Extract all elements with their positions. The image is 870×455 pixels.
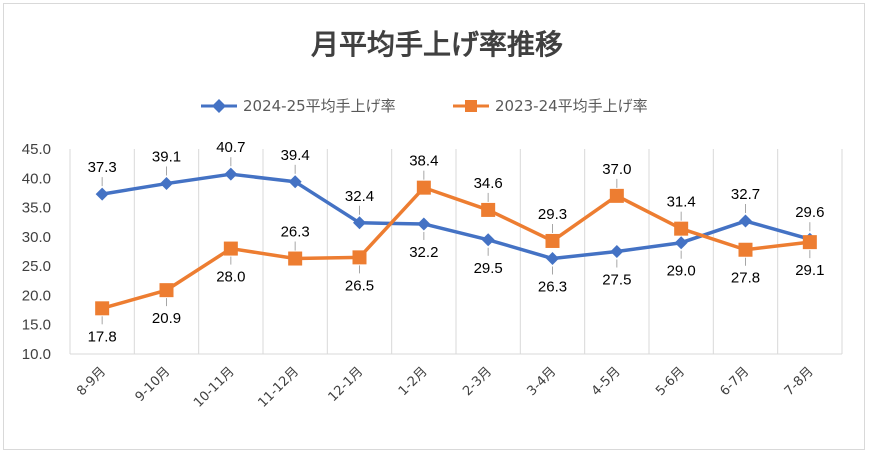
point-2024-25-3	[224, 167, 238, 181]
data-label-2023-24-3: 28.0	[216, 269, 245, 286]
gridlines	[69, 149, 843, 355]
y-tick-label-15_0: 15.0	[22, 317, 51, 334]
data-label-2024-25-3: 40.7	[216, 139, 245, 156]
point-2023-24-5	[352, 250, 367, 265]
data-label-2024-25-2: 39.1	[152, 149, 181, 166]
data-label-2023-24-4: 26.3	[281, 224, 310, 241]
data-label-2023-24-12: 29.1	[795, 262, 824, 279]
y-tick-label-40_0: 40.0	[22, 170, 51, 187]
series-markers	[95, 167, 817, 316]
data-label-2023-24-9: 37.0	[602, 161, 631, 178]
data-label-2023-24-10: 31.4	[667, 194, 696, 211]
y-tick-label-45_0: 45.0	[22, 141, 51, 158]
data-label-2024-25-12: 29.6	[795, 204, 824, 221]
legend-marker-2024-25	[212, 99, 226, 113]
point-2023-24-12	[802, 235, 817, 250]
data-label-2024-25-9: 27.5	[602, 272, 631, 289]
point-2024-25-4	[288, 175, 302, 189]
legend: 2024-25平均手上げ率 2023-24平均手上げ率	[201, 97, 648, 115]
point-2023-24-4	[288, 251, 303, 266]
y-tick-label-10_0: 10.0	[22, 346, 51, 363]
data-label-2024-25-5: 32.4	[345, 188, 374, 205]
legend-label-2023-24: 2023-24平均手上げ率	[495, 97, 648, 115]
point-2024-25-9	[610, 245, 624, 258]
data-label-2024-25-4: 39.4	[281, 147, 310, 164]
point-2023-24-10	[674, 221, 689, 236]
leader-lines	[101, 157, 811, 325]
data-label-2023-24-6: 38.4	[409, 153, 438, 170]
point-2024-25-11	[739, 214, 752, 228]
point-2023-24-3	[223, 241, 238, 256]
point-2024-25-2	[160, 177, 173, 191]
x-tick-label-2-3: 2-3月	[460, 364, 495, 399]
point-2023-24-11	[738, 242, 753, 257]
point-2024-25-8	[546, 252, 559, 266]
point-2023-24-1	[95, 301, 110, 316]
legend-label-2024-25: 2024-25平均手上げ率	[243, 97, 396, 115]
y-tick-label-25_0: 25.0	[22, 258, 51, 275]
data-label-2023-24-7: 34.6	[474, 175, 503, 192]
x-tick-label-7-8: 7-8月	[782, 364, 817, 399]
series-lines	[101, 172, 811, 310]
legend-marker-2023-24	[465, 100, 477, 112]
data-label-2023-24-8: 29.3	[538, 206, 567, 223]
data-label-2024-25-6: 32.2	[409, 244, 438, 261]
data-label-2024-25-10: 29.0	[667, 263, 696, 280]
data-label-2024-25-11: 32.7	[731, 186, 760, 203]
data-label-2023-24-2: 20.9	[152, 310, 181, 327]
data-label-2023-24-1: 17.8	[88, 328, 117, 345]
series-line-2024-25	[101, 172, 811, 261]
x-tick-label-9-10: 9-10月	[133, 364, 174, 405]
x-tick-label-6-7: 6-7月	[718, 364, 753, 399]
data-labels: 37.3 39.1 40.7 39.4 32.4 32.2 29.5 26.3 27.5 29.0…	[88, 139, 825, 345]
point-2023-24-9	[609, 188, 624, 203]
point-2024-25-7	[481, 233, 495, 247]
x-axis: 8-9月 9-10月 10-11月 11-12月 12-1月 1-2月 2-3月 3-4月 4-…	[74, 364, 816, 411]
point-2024-25-6	[417, 217, 431, 231]
point-2023-24-2	[159, 283, 174, 298]
x-tick-label-10-11: 10-11月	[191, 364, 238, 411]
point-2023-24-8	[545, 233, 560, 248]
y-tick-label-20_0: 20.0	[22, 287, 51, 304]
x-tick-label-8-9: 8-9月	[74, 364, 109, 399]
x-tick-label-4-5: 4-5月	[589, 364, 624, 399]
x-tick-label-5-6: 5-6月	[653, 364, 688, 399]
y-axis: 45.0 40.0 35.0 30.0 25.0 20.0 15.0 10.0	[22, 141, 51, 363]
chart-title: 月平均手上げ率推移	[310, 28, 563, 61]
point-2024-25-1	[95, 187, 109, 201]
data-label-2023-24-5: 26.5	[345, 277, 374, 294]
data-label-2024-25-8: 26.3	[538, 279, 567, 296]
data-label-2024-25-7: 29.5	[474, 260, 503, 277]
x-tick-label-11-12: 11-12月	[255, 364, 302, 411]
point-2023-24-7	[481, 202, 496, 217]
data-label-2024-25-1: 37.3	[88, 159, 117, 176]
series-line-2023-24	[101, 185, 811, 310]
x-tick-label-3-4: 3-4月	[525, 364, 560, 399]
point-2024-25-5	[353, 216, 366, 230]
y-tick-label-30_0: 30.0	[22, 229, 51, 246]
y-tick-label-35_0: 35.0	[22, 200, 51, 217]
x-tick-label-12-1: 12-1月	[326, 364, 367, 405]
point-2024-25-10	[674, 236, 688, 250]
data-label-2023-24-11: 27.8	[731, 270, 760, 287]
point-2023-24-6	[416, 180, 431, 195]
x-tick-label-1-2: 1-2月	[396, 364, 431, 399]
